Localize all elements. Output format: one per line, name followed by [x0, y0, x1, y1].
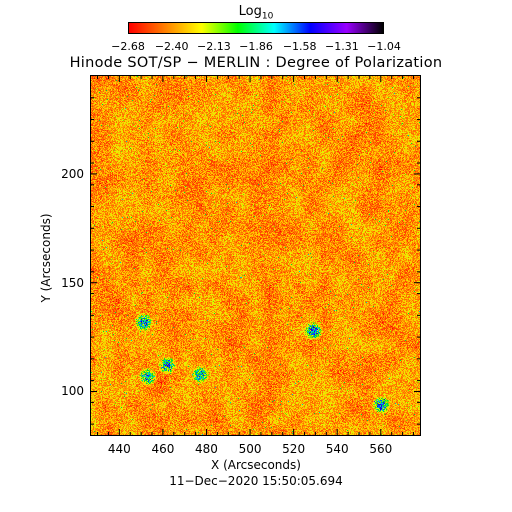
x-tick-label: 560	[369, 442, 393, 456]
heatmap-image	[91, 76, 420, 435]
x-tick-label: 480	[195, 442, 218, 456]
x-tick-label: 540	[325, 442, 349, 456]
colorbar-tick-label: −1.31	[324, 40, 359, 53]
timestamp: 11−Dec−2020 15:50:05.694	[169, 474, 343, 488]
x-tick-label: 520	[282, 442, 306, 456]
y-tick-label: 150	[61, 275, 84, 290]
x-tick-label: 500	[238, 442, 262, 456]
colorbar-tick-label: −1.04	[367, 40, 401, 53]
y-axis-label: Y (Arcseconds)	[39, 213, 53, 303]
x-tick-label: 460	[151, 442, 175, 456]
colorbar-tick-label: −1.86	[239, 40, 273, 53]
colorbar-tick-label: −1.58	[282, 40, 317, 53]
colorbar-tick-label: −2.13	[196, 40, 231, 53]
polarization-map	[90, 75, 421, 436]
colorbar-title-text: Log	[238, 4, 262, 19]
y-tick-label: 100	[61, 384, 84, 399]
colorbar	[128, 22, 384, 34]
colorbar-tick-label: −2.68	[111, 40, 145, 53]
x-tick-label: 440	[107, 442, 131, 456]
colorbar-title: Log10	[0, 4, 512, 22]
colorbar-title-subscript: 10	[261, 11, 274, 22]
y-tick-label: 200	[61, 166, 84, 181]
colorbar-tick-label: −2.40	[154, 40, 189, 53]
x-axis-label: X (Arcseconds)	[211, 458, 301, 472]
plot-title: Hinode SOT/SP − MERLIN : Degree of Polar…	[69, 55, 443, 71]
